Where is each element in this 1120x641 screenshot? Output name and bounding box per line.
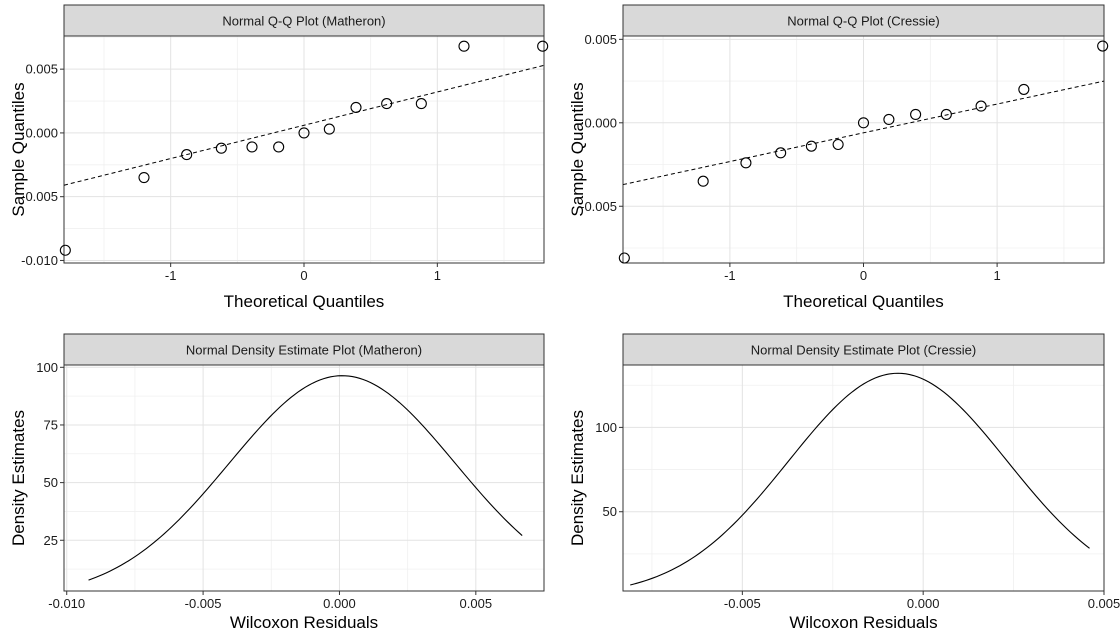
- panel-density-matheron: Normal Density Estimate Plot (Matheron) -…: [9, 333, 545, 632]
- qq-point: [458, 40, 470, 52]
- strip-background: [622, 333, 1105, 366]
- qq-point: [298, 127, 310, 139]
- panel-border: [622, 364, 1105, 592]
- x-tick-label: 0.005: [460, 596, 493, 611]
- strip-background: [63, 333, 545, 366]
- qq-point: [975, 100, 987, 112]
- qq-point: [323, 123, 335, 135]
- qq-point: [697, 175, 709, 187]
- qq-point: [883, 113, 895, 126]
- qq-point: [350, 101, 362, 113]
- qq-point: [415, 98, 427, 110]
- x-tick-label: -1: [165, 268, 177, 283]
- y-tick-label: 100: [595, 420, 617, 435]
- x-tick-label: 0.000: [323, 596, 356, 611]
- y-tick-label: -0.005: [21, 189, 58, 204]
- y-tick-label: 0.000: [25, 125, 58, 140]
- x-tick-label: 1: [434, 268, 441, 283]
- y-tick-label: 0.005: [25, 62, 58, 77]
- panel-qq-cressie: Normal Q-Q Plot (Cressie) -1 0 1 -0.005 0.000…: [568, 4, 1109, 311]
- qq-point: [740, 157, 752, 169]
- panel-border: [63, 364, 545, 592]
- x-axis-title: Wilcoxon Residuals: [230, 613, 378, 632]
- panel-title: Normal Density Estimate Plot (Matheron): [186, 343, 422, 358]
- qq-point: [775, 147, 787, 159]
- qq-point: [832, 138, 844, 151]
- qq-point: [1018, 83, 1030, 95]
- strip-background: [63, 4, 545, 37]
- y-tick-label: 50: [603, 504, 617, 519]
- panel-title: Normal Q-Q Plot (Matheron): [222, 14, 385, 29]
- strip-background: [622, 4, 1105, 37]
- x-axis-title: Wilcoxon Residuals: [789, 613, 937, 632]
- x-tick-label: 0.000: [907, 596, 940, 611]
- panel-title: Normal Density Estimate Plot (Cressie): [751, 343, 976, 358]
- qq-point: [246, 141, 258, 153]
- qq-point: [910, 108, 922, 120]
- x-tick-label: 0: [860, 268, 867, 283]
- qq-point: [618, 252, 630, 264]
- qq-reference-line: [63, 64, 545, 186]
- qq-point: [215, 142, 227, 154]
- y-axis-title: Sample Quantiles: [568, 82, 587, 216]
- y-tick-label: 50: [44, 475, 58, 490]
- y-tick-label: -0.005: [580, 199, 617, 214]
- y-tick-label: 0.005: [584, 32, 617, 47]
- y-axis-title: Density Estimates: [568, 410, 587, 546]
- qq-point: [537, 40, 549, 52]
- qq-point: [181, 149, 193, 161]
- plot-area: [64, 365, 544, 591]
- qq-point: [273, 141, 285, 153]
- x-tick-label: -0.005: [185, 596, 222, 611]
- panel-qq-matheron: Normal Q-Q Plot (Matheron) -1 0 1 -0.010 -0.0…: [9, 4, 549, 311]
- x-tick-label: 1: [993, 268, 1000, 283]
- x-axis-title: Theoretical Quantiles: [783, 292, 944, 311]
- plot-area: [623, 365, 1104, 591]
- qq-point: [857, 117, 870, 129]
- y-tick-label: 25: [44, 533, 58, 548]
- x-tick-label: 0.005: [1088, 596, 1120, 611]
- y-axis-title: Density Estimates: [9, 410, 28, 546]
- panel-title: Normal Q-Q Plot (Cressie): [787, 14, 939, 29]
- qq-point: [59, 244, 71, 256]
- x-tick-label: 0: [300, 268, 307, 283]
- x-tick-label: -1: [724, 268, 736, 283]
- qq-point: [805, 140, 817, 152]
- y-tick-label: 100: [36, 360, 58, 375]
- density-curve: [630, 372, 1090, 586]
- x-axis-title: Theoretical Quantiles: [224, 292, 385, 311]
- panel-density-cressie: Normal Density Estimate Plot (Cressie) -0…: [568, 333, 1120, 632]
- y-tick-label: -0.010: [21, 253, 58, 268]
- qq-point: [940, 108, 952, 120]
- x-tick-label: -0.005: [724, 596, 761, 611]
- y-axis-title: Sample Quantiles: [9, 82, 28, 216]
- qq-point: [138, 172, 150, 184]
- density-curve: [88, 375, 523, 581]
- y-tick-label: 0.000: [584, 115, 617, 130]
- qq-point: [1097, 40, 1109, 52]
- qq-reference-line: [622, 80, 1105, 186]
- x-tick-label: -0.010: [48, 596, 85, 611]
- qq-point: [381, 98, 393, 110]
- y-tick-label: 75: [44, 417, 58, 432]
